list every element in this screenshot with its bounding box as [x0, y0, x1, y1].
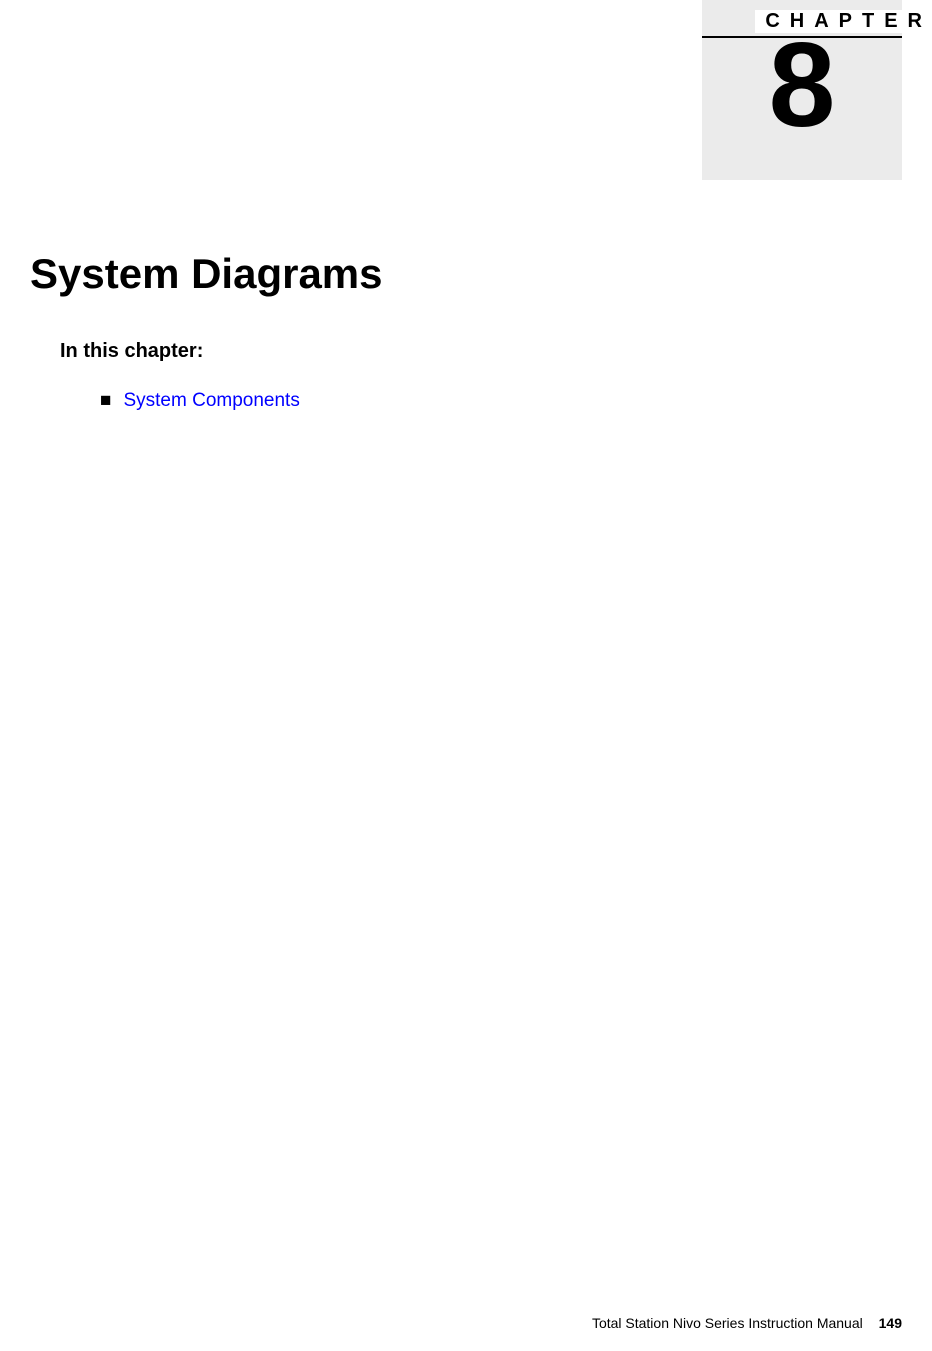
system-components-link[interactable]: System Components — [123, 390, 299, 411]
in-this-chapter-heading: In this chapter: — [60, 340, 203, 363]
chapter-label: CHAPTER — [755, 10, 932, 33]
chapter-number: 8 — [702, 25, 902, 145]
chapter-toc-item: ■ System Components — [100, 390, 300, 412]
footer-manual-title: Total Station Nivo Series Instruction Ma… — [592, 1315, 863, 1331]
bullet-icon: ■ — [100, 390, 111, 411]
page-footer: Total Station Nivo Series Instruction Ma… — [592, 1315, 902, 1331]
chapter-title: System Diagrams — [30, 250, 383, 298]
footer-page-number: 149 — [879, 1315, 902, 1331]
chapter-rule — [702, 36, 902, 38]
